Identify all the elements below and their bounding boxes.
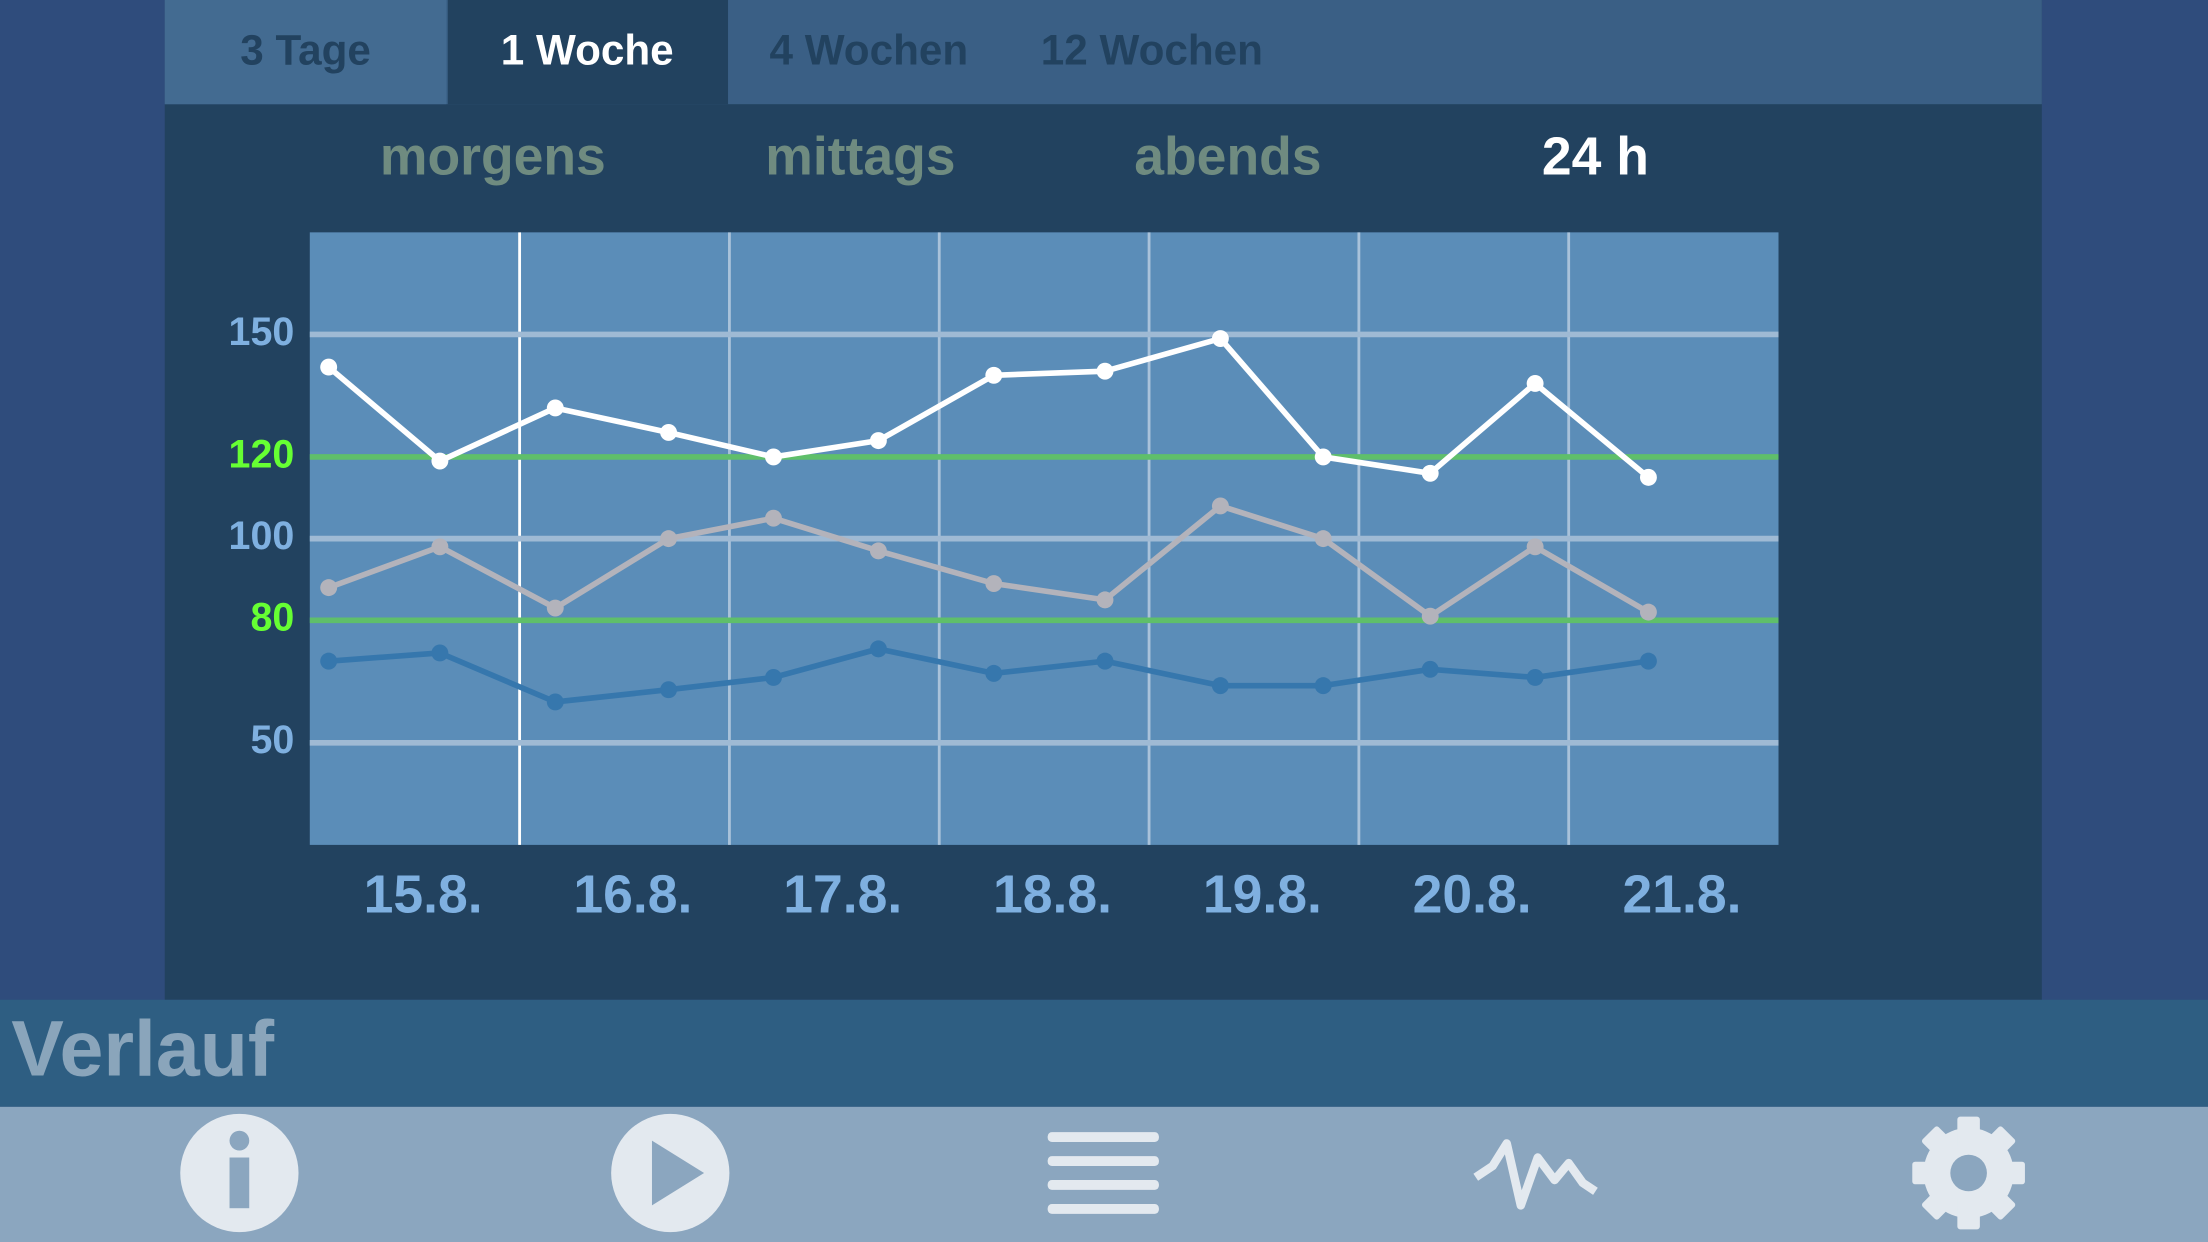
data-point bbox=[869, 542, 887, 560]
play-button[interactable] bbox=[611, 1113, 730, 1233]
settings-button[interactable] bbox=[1912, 1116, 2025, 1230]
menu-button[interactable] bbox=[1047, 1132, 1159, 1214]
x-tick-label: 20.8. bbox=[1413, 866, 1532, 925]
y-tick-label: 100 bbox=[229, 514, 295, 558]
data-point bbox=[985, 366, 1003, 384]
data-point bbox=[431, 452, 449, 470]
data-point bbox=[1526, 538, 1544, 556]
data-point bbox=[1096, 652, 1114, 670]
data-point bbox=[765, 509, 782, 527]
data-point bbox=[869, 640, 887, 658]
chart-button[interactable] bbox=[1473, 1139, 1598, 1210]
header-title: Verlauf bbox=[11, 1005, 275, 1093]
data-point bbox=[1639, 468, 1657, 486]
data-point bbox=[1639, 603, 1657, 621]
data-point bbox=[546, 399, 564, 417]
data-point bbox=[1526, 669, 1544, 686]
data-point bbox=[546, 599, 564, 617]
data-point bbox=[765, 669, 782, 686]
data-point bbox=[1096, 591, 1114, 609]
x-tick-label: 19.8. bbox=[1203, 866, 1322, 925]
data-point bbox=[1211, 677, 1229, 695]
subtab[interactable]: mittags bbox=[765, 128, 955, 187]
data-point bbox=[1211, 497, 1229, 515]
data-point bbox=[660, 423, 678, 441]
data-point bbox=[320, 358, 338, 376]
data-point bbox=[985, 664, 1003, 682]
header-bar bbox=[0, 999, 2208, 1107]
subtab[interactable]: 24 h bbox=[1542, 128, 1649, 187]
info-button[interactable] bbox=[180, 1113, 299, 1233]
data-point bbox=[660, 681, 678, 699]
data-point bbox=[1314, 448, 1332, 466]
data-point bbox=[546, 693, 564, 711]
tab[interactable]: 1 Woche bbox=[501, 27, 674, 74]
data-point bbox=[1314, 530, 1332, 548]
data-point bbox=[431, 644, 449, 662]
y-tick-label: 120 bbox=[229, 432, 295, 476]
subtab[interactable]: abends bbox=[1134, 128, 1321, 187]
data-point bbox=[660, 530, 678, 548]
data-point bbox=[1421, 464, 1439, 482]
data-point bbox=[320, 579, 338, 597]
x-tick-label: 17.8. bbox=[783, 866, 902, 925]
y-tick-label: 150 bbox=[229, 310, 295, 354]
data-point bbox=[1211, 330, 1229, 347]
data-point bbox=[765, 448, 782, 466]
subtab[interactable]: morgens bbox=[380, 128, 606, 187]
x-tick-label: 21.8. bbox=[1622, 866, 1741, 925]
tab-selected-bg bbox=[447, 0, 729, 105]
data-point bbox=[869, 432, 887, 450]
data-point bbox=[1421, 607, 1439, 625]
tab[interactable]: 3 Tage bbox=[240, 27, 371, 74]
y-tick-label: 80 bbox=[250, 596, 294, 640]
data-point bbox=[1096, 362, 1114, 380]
data-point bbox=[1639, 652, 1657, 670]
data-point bbox=[431, 538, 449, 556]
tab[interactable]: 12 Wochen bbox=[1041, 27, 1263, 74]
data-point bbox=[1314, 677, 1332, 695]
x-tick-label: 18.8. bbox=[993, 866, 1112, 925]
data-point bbox=[985, 575, 1003, 592]
y-tick-label: 50 bbox=[250, 718, 294, 762]
data-point bbox=[320, 652, 338, 670]
x-tick-label: 15.8. bbox=[364, 866, 483, 925]
data-point bbox=[1526, 374, 1544, 392]
data-point bbox=[1421, 660, 1439, 678]
tab-bg bbox=[164, 0, 447, 105]
tab[interactable]: 4 Wochen bbox=[769, 27, 968, 74]
bottom-bar bbox=[0, 1106, 2208, 1242]
x-tick-label: 16.8. bbox=[573, 866, 692, 925]
